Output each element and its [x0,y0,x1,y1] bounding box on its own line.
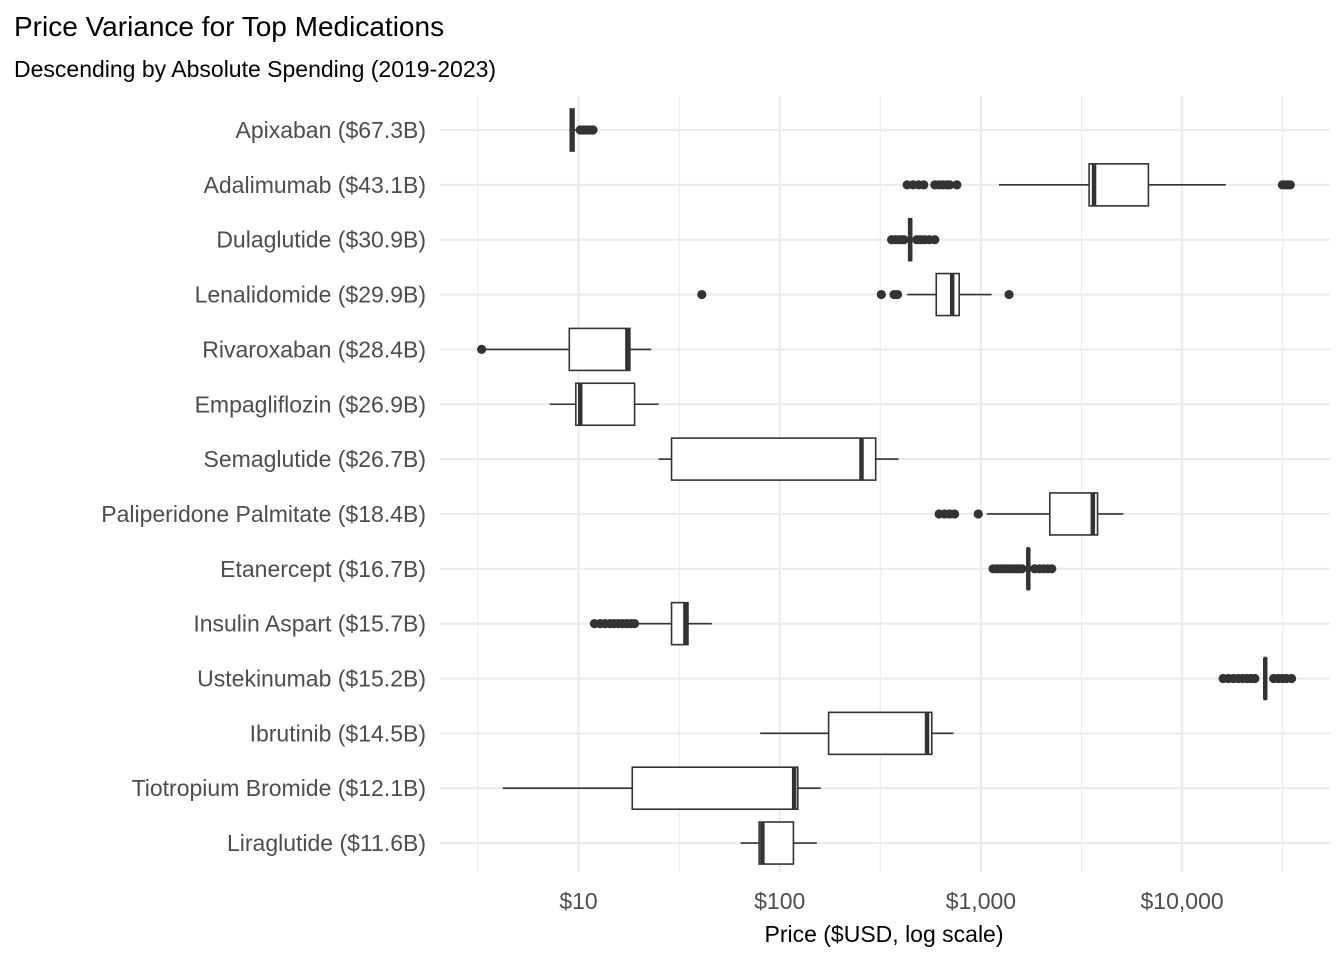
box-group [658,437,899,481]
box-group [569,108,598,152]
outlier-point [949,509,960,519]
category-label: Liraglutide ($11.6B) [227,830,426,856]
outlier-point [945,180,955,190]
box-group [549,382,659,427]
box-iqr [568,327,631,372]
outlier-point [952,180,962,190]
category-label: Insulin Aspart ($15.7B) [193,611,426,637]
outlier-point [697,289,707,300]
outlier-point [1250,673,1260,684]
box-group [589,601,712,646]
outlier-point [876,289,886,300]
x-tick-label: $1,000 [946,888,1016,914]
box-group [934,492,1124,536]
category-label: Lenalidomide ($29.9B) [195,282,426,308]
x-tick-label: $100 [754,888,805,914]
category-labels: Apixaban ($67.3B) Adalimumab ($43.1B) Dula… [101,117,426,856]
box-group [740,821,817,865]
outlier-point [1017,564,1027,574]
category-label: Paliperidone Palmitate ($18.4B) [101,501,426,527]
box-group [760,711,954,756]
category-label: Dulaglutide ($30.9B) [216,227,426,253]
outlier-point [588,125,598,135]
outlier-point [1004,289,1014,300]
outlier-point [1286,673,1297,684]
outlier-point [892,289,903,300]
grid-layer [440,96,1330,872]
outlier-point [930,235,940,245]
outlier-point [477,344,487,354]
x-tick-labels: $10 $100 $1,000 $10,000 [559,888,1223,914]
box-iqr [1088,163,1150,207]
box-iqr [1048,492,1099,536]
category-label: Empagliflozin ($26.9B) [195,391,426,417]
box-group [502,766,821,811]
box-iqr [935,272,960,317]
category-label: Tiotropium Bromide ($12.1B) [132,775,426,801]
chart-subtitle: Descending by Absolute Spending (2019-20… [14,56,496,82]
box-group [887,217,940,262]
outlier-point [899,235,909,245]
x-axis-title: Price ($USD, log scale) [764,921,1003,947]
category-label: Adalimumab ($43.1B) [204,172,426,198]
category-label: Ustekinumab ($15.2B) [197,666,426,692]
box-iqr [575,382,636,427]
box-iqr [827,711,933,756]
x-tick-label: $10,000 [1141,888,1224,914]
box-group [697,272,1014,317]
box-group [902,163,1295,207]
box-iqr [758,821,795,865]
box-group [1218,656,1297,701]
x-tick-label: $10 [559,888,597,914]
box-group [477,327,652,372]
outlier-point [629,619,640,629]
chart-title: Price Variance for Top Medications [14,11,444,42]
category-label: Semaglutide ($26.7B) [204,446,426,472]
category-label: Rivaroxaban ($28.4B) [202,336,426,362]
outlier-point [919,180,929,190]
box-iqr [670,437,877,481]
category-label: Etanercept ($16.7B) [220,556,426,582]
category-label: Ibrutinib ($14.5B) [250,720,426,746]
category-label: Apixaban ($67.3B) [235,117,426,143]
box-layer [477,108,1297,865]
outlier-point [1285,180,1295,190]
box-group [988,546,1057,591]
box-iqr [631,766,799,811]
outlier-point [1047,564,1057,574]
outlier-point [973,509,983,519]
